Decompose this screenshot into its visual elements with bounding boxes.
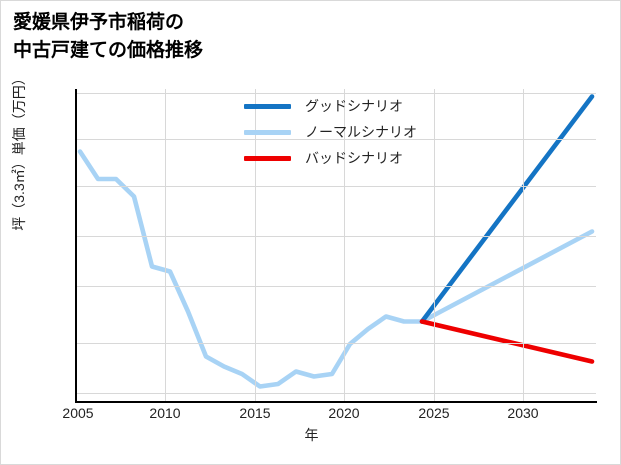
gridline-y24 [76, 343, 596, 344]
x-tick-2025: 2025 [418, 405, 450, 421]
gridline-y29 [76, 93, 596, 94]
legend-item-bad[interactable]: バッドシナリオ [244, 145, 474, 171]
x-tick-2020: 2020 [328, 405, 360, 421]
plot-area [76, 89, 596, 401]
gridline-x2015 [255, 89, 256, 401]
gridline-x2030 [523, 89, 524, 401]
gridline-x2020 [344, 89, 345, 401]
line-good-scenario [419, 94, 595, 324]
gridline-x2010 [165, 89, 166, 401]
x-tick-2015: 2015 [239, 405, 271, 421]
gridline-y27 [76, 186, 596, 187]
x-axis-label: 年 [304, 427, 319, 443]
gridline-x2025 [434, 89, 435, 401]
line-normal-scenario [77, 149, 595, 389]
x-tick-2030: 2030 [507, 405, 539, 421]
chart-title: 愛媛県伊予市稲荷の 中古戸建ての価格推移 [13, 12, 204, 61]
gridline-y23 [76, 393, 596, 394]
y-axis-label: 坪（3.3㎡）単価（万円） [11, 71, 27, 231]
legend-item-good[interactable]: グッドシナリオ [244, 93, 474, 119]
line-bad-scenario [419, 319, 595, 364]
y-axis-line [75, 89, 77, 403]
x-tick-2010: 2010 [149, 405, 181, 421]
legend-item-normal[interactable]: ノーマルシナリオ [244, 119, 474, 145]
gridline-y26 [76, 236, 596, 237]
legend-label-normal: ノーマルシナリオ [305, 124, 417, 140]
gridline-y25 [76, 286, 596, 287]
legend-swatch-bad-icon [244, 155, 291, 161]
chart-legend: グッドシナリオ ノーマルシナリオ バッドシナリオ [244, 93, 474, 171]
legend-label-good: グッドシナリオ [305, 98, 403, 114]
series-lines [77, 94, 595, 389]
legend-label-bad: バッドシナリオ [305, 150, 403, 166]
gridline-y28 [76, 139, 596, 140]
x-axis-line [75, 401, 597, 403]
legend-swatch-normal-icon [244, 129, 291, 135]
legend-swatch-good-icon [244, 103, 291, 109]
x-tick-2005: 2005 [62, 405, 94, 421]
